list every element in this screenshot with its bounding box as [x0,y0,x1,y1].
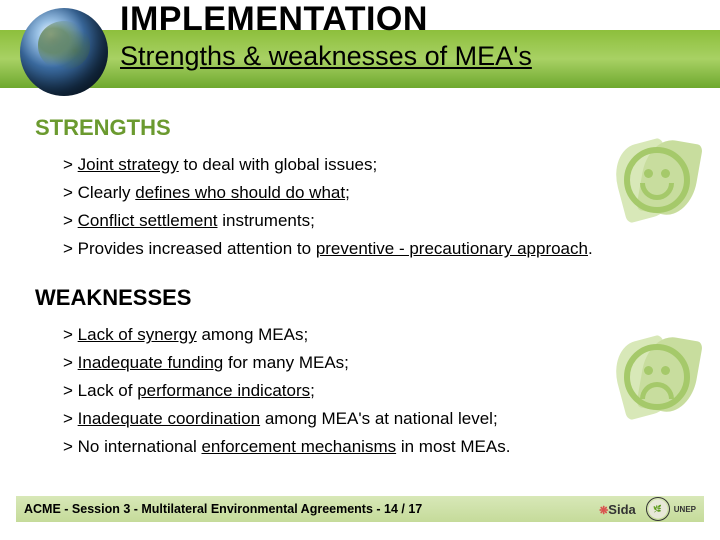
list-item: > No international enforcement mechanism… [63,433,695,461]
unep-label: UNEP [674,505,696,514]
list-item: > Lack of performance indicators; [63,377,695,405]
content-area: STRENGTHS > Joint strategy to deal with … [35,115,695,461]
footer-bar: ACME - Session 3 - Multilateral Environm… [16,496,704,522]
happy-face-icon [612,135,702,225]
list-item: > Joint strategy to deal with global iss… [63,151,695,179]
main-title: IMPLEMENTATION [120,0,710,39]
strengths-heading: STRENGTHS [35,115,695,141]
list-item: > Lack of synergy among MEAs; [63,321,695,349]
earth-globe-icon [20,8,108,96]
footer-logos: ❋Sida 🌿 UNEP [599,497,696,521]
list-item: > Provides increased attention to preven… [63,235,695,263]
sad-face-icon [612,332,702,422]
unep-logo-icon: 🌿 [646,497,670,521]
weaknesses-heading: WEAKNESSES [35,285,695,311]
footer-text: ACME - Session 3 - Multilateral Environm… [24,502,422,516]
strengths-list: > Joint strategy to deal with global iss… [63,151,695,263]
title-block: IMPLEMENTATION Strengths & weaknesses of… [120,0,710,72]
weaknesses-list: > Lack of synergy among MEAs; > Inadequa… [63,321,695,461]
sub-title: Strengths & weaknesses of MEA's [120,41,710,72]
list-item: > Inadequate coordination among MEA's at… [63,405,695,433]
list-item: > Conflict settlement instruments; [63,207,695,235]
list-item: > Clearly defines who should do what; [63,179,695,207]
list-item: > Inadequate funding for many MEAs; [63,349,695,377]
sida-logo: ❋Sida [599,502,636,517]
